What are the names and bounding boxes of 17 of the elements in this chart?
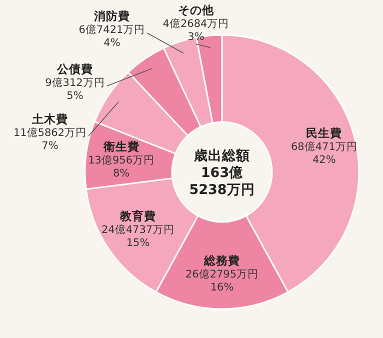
slice-label: 民生費 [306, 126, 342, 140]
slice-label: 教育費 [119, 209, 156, 224]
slice-label: 公債費 [56, 62, 93, 76]
data-label: 6億7421万円 4% [78, 23, 146, 49]
data-label: 68億471万円 42% [290, 140, 358, 166]
data-label: 11億5862万円 7% [13, 126, 87, 152]
data-label: 13億956万円 8% [88, 153, 155, 180]
text: 歳出総額 163億 5238万円 [189, 147, 255, 198]
slice-label: 土木費 [31, 112, 68, 126]
data-label: 9億312万円 5% [45, 76, 105, 102]
data-label: 24億4737万円 15% [102, 223, 175, 250]
data-label: 26億2795万円 16% [185, 268, 259, 294]
slice-label: その他 [178, 3, 215, 17]
data-label: 4億2684万円 3% [162, 17, 230, 43]
slice-label: 衛生費 [102, 139, 140, 154]
slice-label: 総務費 [203, 254, 240, 268]
slice-label: 消防費 [93, 9, 130, 23]
